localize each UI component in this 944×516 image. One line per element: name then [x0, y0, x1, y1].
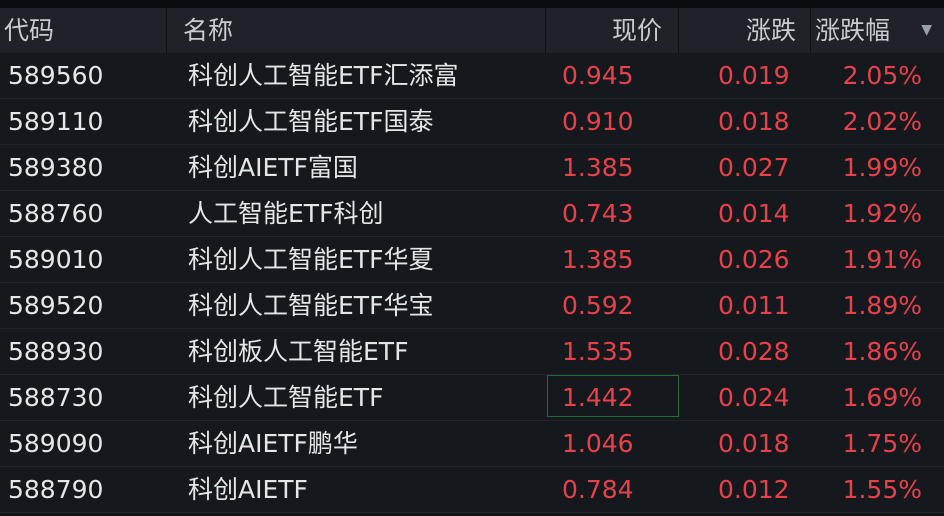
- name-cell: 科创人工智能ETF: [188, 383, 384, 412]
- change-cell: 0.019: [718, 61, 790, 90]
- change-cell: 0.018: [718, 429, 790, 458]
- name-cell: 科创人工智能ETF国泰: [188, 107, 434, 136]
- name-cell: 科创AIETF富国: [188, 153, 358, 182]
- code-cell: 589520: [8, 291, 104, 320]
- code-cell: 589010: [8, 245, 104, 274]
- table-row[interactable]: 589010 科创人工智能ETF华夏 1.385 0.026 1.91%: [0, 237, 944, 283]
- table-row[interactable]: 588730 科创人工智能ETF 1.442 0.024 1.69%: [0, 375, 944, 421]
- name-cell: 科创人工智能ETF华夏: [188, 245, 434, 274]
- selected-cell-outline: [547, 375, 679, 417]
- table-row[interactable]: 589090 科创AIETF鹏华 1.046 0.018 1.75%: [0, 421, 944, 467]
- code-cell: 589560: [8, 61, 104, 90]
- column-header-price[interactable]: 现价: [546, 8, 679, 53]
- change-cell: 0.028: [718, 337, 790, 366]
- column-header-code[interactable]: 代码: [0, 8, 167, 53]
- name-cell: 科创AIETF鹏华: [188, 429, 358, 458]
- pct-cell: 1.75%: [842, 429, 922, 458]
- table-row[interactable]: 588790 科创AIETF 0.784 0.012 1.55%: [0, 467, 944, 513]
- pct-cell: 1.91%: [842, 245, 922, 274]
- change-cell: 0.011: [718, 291, 790, 320]
- price-cell: 0.945: [562, 61, 634, 90]
- pct-cell: 2.02%: [842, 107, 922, 136]
- pct-cell: 1.69%: [842, 383, 922, 412]
- change-cell: 0.026: [718, 245, 790, 274]
- price-cell: 1.385: [562, 245, 634, 274]
- top-bar: [0, 0, 944, 8]
- pct-cell: 1.55%: [842, 475, 922, 504]
- price-cell: 1.535: [562, 337, 634, 366]
- table-row[interactable]: 588930 科创板人工智能ETF 1.535 0.028 1.86%: [0, 329, 944, 375]
- table-row[interactable]: 589110 科创人工智能ETF国泰 0.910 0.018 2.02%: [0, 99, 944, 145]
- change-cell: 0.014: [718, 199, 790, 228]
- name-cell: 科创板人工智能ETF: [188, 337, 409, 366]
- column-header-pct[interactable]: 涨跌幅 ▼: [811, 8, 944, 53]
- pct-cell: 2.05%: [842, 61, 922, 90]
- pct-cell: 1.89%: [842, 291, 922, 320]
- sort-descending-icon[interactable]: ▼: [921, 22, 932, 38]
- change-cell: 0.027: [718, 153, 790, 182]
- name-cell: 人工智能ETF科创: [188, 199, 384, 228]
- table-row[interactable]: 589520 科创人工智能ETF华宝 0.592 0.011 1.89%: [0, 283, 944, 329]
- price-cell: 0.592: [562, 291, 634, 320]
- price-cell: 1.442: [562, 383, 634, 412]
- change-cell: 0.018: [718, 107, 790, 136]
- price-cell: 0.910: [562, 107, 634, 136]
- code-cell: 588790: [8, 475, 104, 504]
- table-row[interactable]: 589380 科创AIETF富国 1.385 0.027 1.99%: [0, 145, 944, 191]
- code-cell: 589110: [8, 107, 104, 136]
- column-header-change[interactable]: 涨跌: [679, 8, 811, 53]
- change-cell: 0.012: [718, 475, 790, 504]
- pct-cell: 1.99%: [842, 153, 922, 182]
- price-cell: 1.046: [562, 429, 634, 458]
- table-header: 代码 名称 现价 涨跌 涨跌幅 ▼: [0, 8, 944, 53]
- table-row[interactable]: 588760 人工智能ETF科创 0.743 0.014 1.92%: [0, 191, 944, 237]
- code-cell: 589090: [8, 429, 104, 458]
- price-cell: 1.385: [562, 153, 634, 182]
- name-cell: 科创人工智能ETF汇添富: [188, 61, 459, 90]
- change-cell: 0.024: [718, 383, 790, 412]
- column-header-pct-label: 涨跌幅: [815, 16, 891, 45]
- pct-cell: 1.92%: [842, 199, 922, 228]
- code-cell: 588760: [8, 199, 104, 228]
- name-cell: 科创AIETF: [188, 475, 308, 504]
- column-header-name[interactable]: 名称: [167, 8, 546, 53]
- table-row[interactable]: 589560 科创人工智能ETF汇添富 0.945 0.019 2.05%: [0, 53, 944, 99]
- price-cell: 0.743: [562, 199, 634, 228]
- etf-table-body: 589560 科创人工智能ETF汇添富 0.945 0.019 2.05% 589110 科…: [0, 53, 944, 513]
- code-cell: 589380: [8, 153, 104, 182]
- pct-cell: 1.86%: [842, 337, 922, 366]
- price-cell: 0.784: [562, 475, 634, 504]
- code-cell: 588730: [8, 383, 104, 412]
- name-cell: 科创人工智能ETF华宝: [188, 291, 434, 320]
- code-cell: 588930: [8, 337, 104, 366]
